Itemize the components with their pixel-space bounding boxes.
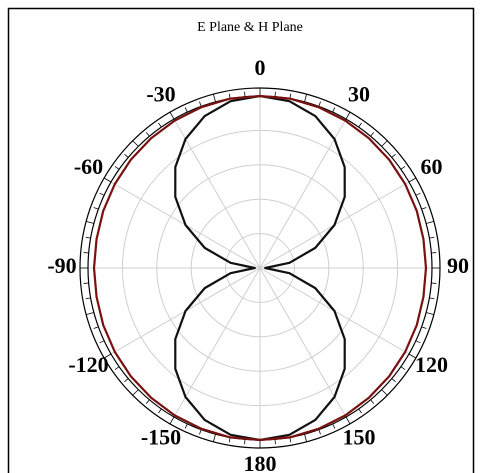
- minor-tick: [93, 326, 99, 329]
- minor-tick: [370, 132, 375, 137]
- minor-tick: [145, 399, 150, 404]
- minor-tick: [304, 94, 307, 102]
- minor-tick: [318, 101, 321, 107]
- minor-tick: [408, 177, 417, 183]
- minor-tick: [400, 166, 406, 170]
- minor-tick: [132, 140, 139, 147]
- grid-spoke: [259, 267, 347, 418]
- minor-tick: [93, 207, 99, 210]
- minor-tick: [429, 236, 435, 239]
- minor-tick: [358, 122, 362, 128]
- angle-label: -90: [47, 253, 76, 278]
- minor-tick: [184, 423, 188, 429]
- angle-label: 90: [447, 253, 469, 278]
- angle-label: 60: [420, 154, 442, 179]
- minor-tick: [429, 297, 435, 300]
- angle-label: 30: [348, 82, 370, 107]
- minor-tick: [114, 166, 120, 170]
- grid-spoke: [173, 118, 261, 269]
- minor-tick: [184, 107, 188, 113]
- minor-tick: [318, 429, 321, 435]
- grid-spoke: [259, 118, 347, 269]
- angle-label: -60: [74, 154, 103, 179]
- angle-label: 120: [415, 352, 448, 377]
- minor-tick: [85, 297, 91, 300]
- angle-label: 0: [255, 55, 266, 80]
- minor-tick: [199, 429, 202, 435]
- angle-label: 180: [244, 451, 277, 473]
- minor-tick: [169, 111, 175, 120]
- grid-spoke: [173, 267, 261, 418]
- minor-tick: [421, 326, 427, 329]
- minor-tick: [370, 399, 375, 404]
- minor-tick: [381, 389, 388, 396]
- minor-tick: [124, 378, 129, 383]
- minor-tick: [199, 101, 202, 107]
- minor-tick: [332, 423, 336, 429]
- minor-tick: [169, 416, 175, 425]
- angle-label: -30: [146, 82, 175, 107]
- minor-tick: [213, 434, 216, 442]
- minor-tick: [358, 408, 362, 414]
- minor-tick: [426, 312, 434, 315]
- minor-tick: [391, 378, 396, 383]
- minor-tick: [391, 153, 396, 158]
- minor-tick: [304, 434, 307, 442]
- minor-tick: [86, 312, 94, 315]
- angle-label: -150: [141, 425, 181, 450]
- minor-tick: [99, 340, 105, 344]
- minor-tick: [426, 221, 434, 224]
- minor-tick: [114, 366, 120, 370]
- minor-tick: [415, 340, 421, 344]
- chart-title: E Plane & H Plane: [197, 20, 303, 35]
- minor-tick: [158, 122, 162, 128]
- minor-tick: [124, 153, 129, 158]
- minor-tick: [132, 389, 139, 396]
- minor-tick: [99, 192, 105, 196]
- minor-tick: [415, 192, 421, 196]
- minor-tick: [421, 207, 427, 210]
- angle-label: 150: [343, 425, 376, 450]
- minor-tick: [158, 408, 162, 414]
- minor-tick: [103, 177, 112, 183]
- minor-tick: [86, 221, 94, 224]
- minor-tick: [213, 94, 216, 102]
- minor-tick: [85, 236, 91, 239]
- minor-tick: [345, 416, 351, 425]
- angle-label: -120: [68, 352, 108, 377]
- minor-tick: [400, 366, 406, 370]
- minor-tick: [408, 353, 417, 359]
- minor-tick: [381, 140, 388, 147]
- series-line: [92, 94, 428, 442]
- minor-tick: [145, 132, 150, 137]
- frame: [7, 7, 475, 473]
- minor-tick: [345, 111, 351, 120]
- minor-tick: [332, 107, 336, 113]
- minor-tick: [103, 353, 112, 359]
